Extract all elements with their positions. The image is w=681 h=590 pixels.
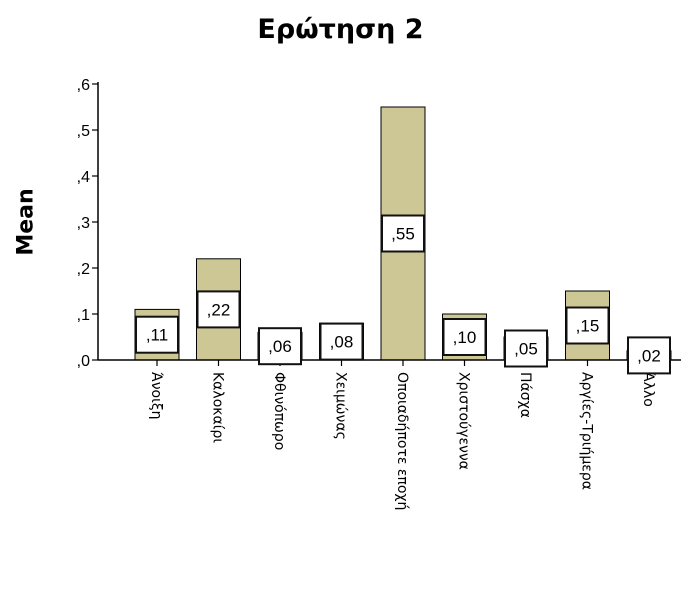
data-label-box [504, 329, 548, 368]
data-label-box [442, 318, 487, 356]
y-tick-label: ,2 [77, 261, 90, 278]
x-tick-label: Οποιαδήποτε εποχή [394, 372, 410, 510]
x-tick-label: Χριστούγεννα [456, 372, 472, 470]
data-label: ,15 [576, 317, 600, 336]
data-label: ,02 [637, 346, 661, 365]
y-tick-label: ,1 [77, 307, 90, 324]
data-label-box [319, 322, 364, 361]
data-label: ,22 [207, 300, 231, 319]
x-tick-label: Άνοιξη [148, 372, 164, 420]
data-label: ,10 [453, 328, 477, 347]
y-tick-label: ,0 [77, 353, 90, 370]
data-label: ,05 [514, 340, 538, 359]
data-label-box [627, 336, 671, 375]
x-tick-label: Χειμώνας [333, 372, 349, 440]
x-tick-label: Πάσχα [517, 372, 533, 418]
x-tick-label: Καλοκαίρι [210, 372, 226, 443]
data-label: ,11 [146, 326, 168, 345]
data-label: ,55 [391, 225, 415, 244]
x-tick-label: Άλλο [640, 372, 656, 407]
data-label-box [381, 214, 425, 253]
data-label-box [196, 290, 241, 329]
y-tick-label: ,3 [77, 215, 90, 232]
x-tick-label: Αργίες-Τριήμερα [579, 372, 595, 490]
data-label: ,06 [268, 337, 292, 356]
data-label-box [135, 315, 179, 354]
chart-title: Ερώτηση 2 [257, 14, 424, 45]
y-tick-label: ,4 [77, 169, 90, 186]
data-label-box [258, 327, 302, 366]
y-tick-label: ,6 [77, 77, 90, 94]
data-label-box [565, 306, 610, 345]
y-tick-label: ,5 [77, 123, 90, 140]
data-label: ,08 [330, 333, 354, 352]
x-tick-label: Φθινόπωρο [271, 372, 287, 450]
